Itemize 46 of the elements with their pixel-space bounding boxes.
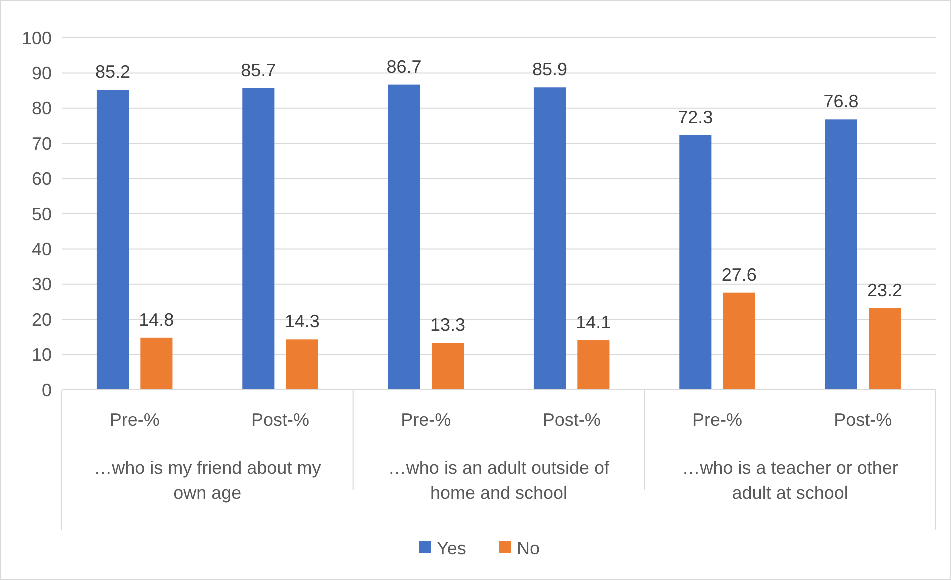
y-tick-label: 10 bbox=[32, 345, 52, 366]
x-tick-label: Pre-% bbox=[692, 410, 743, 430]
data-label: 85.2 bbox=[95, 62, 131, 82]
y-tick-label: 70 bbox=[32, 134, 52, 154]
legend-label: Yes bbox=[437, 538, 466, 558]
bar bbox=[868, 308, 902, 390]
x-tick-label: Pre-% bbox=[110, 410, 160, 430]
y-tick-label: 0 bbox=[42, 380, 52, 400]
y-tick-label: 60 bbox=[32, 169, 52, 190]
data-label: 14.3 bbox=[284, 312, 320, 332]
data-label: 76.8 bbox=[824, 92, 859, 112]
y-tick-label: 50 bbox=[32, 204, 52, 224]
bar bbox=[825, 120, 858, 390]
y-tick-label: 30 bbox=[32, 274, 52, 295]
data-label: 23.2 bbox=[867, 280, 903, 300]
text: …who is an adult outside of home and school bbox=[388, 458, 611, 503]
data-label: 13.3 bbox=[430, 315, 466, 336]
x-tick-label: Post-% bbox=[251, 410, 310, 430]
bar bbox=[578, 340, 610, 390]
y-tick-label: 100 bbox=[22, 28, 52, 48]
data-label: 27.6 bbox=[722, 264, 757, 285]
data-label: 14.8 bbox=[139, 310, 174, 330]
bar bbox=[432, 343, 464, 390]
y-tick-label: 90 bbox=[32, 64, 52, 84]
bar bbox=[242, 88, 275, 390]
text: …who is a teacher or other adult at school bbox=[682, 458, 898, 503]
y-tick-label: 40 bbox=[32, 240, 52, 260]
bar bbox=[680, 136, 712, 390]
data-label: 86.7 bbox=[386, 56, 422, 77]
x-tick-label: Post-% bbox=[542, 410, 601, 430]
y-tick-label: 20 bbox=[32, 310, 52, 330]
bar bbox=[723, 292, 756, 390]
bar bbox=[534, 88, 566, 390]
data-label: 72.3 bbox=[678, 108, 714, 128]
data-label: 14.1 bbox=[576, 312, 612, 332]
x-tick-label: Pre-% bbox=[401, 410, 452, 430]
x-tick-label: Post-% bbox=[834, 410, 892, 430]
data-label: 85.9 bbox=[532, 60, 568, 80]
bar bbox=[286, 340, 318, 390]
data-label: 85.7 bbox=[241, 60, 276, 80]
legend-label: No bbox=[517, 538, 540, 558]
bar bbox=[96, 90, 130, 390]
y-tick-label: 80 bbox=[32, 98, 52, 119]
text: …who is my friend about my own age bbox=[94, 458, 322, 503]
bar bbox=[388, 84, 420, 390]
bar bbox=[140, 338, 173, 390]
